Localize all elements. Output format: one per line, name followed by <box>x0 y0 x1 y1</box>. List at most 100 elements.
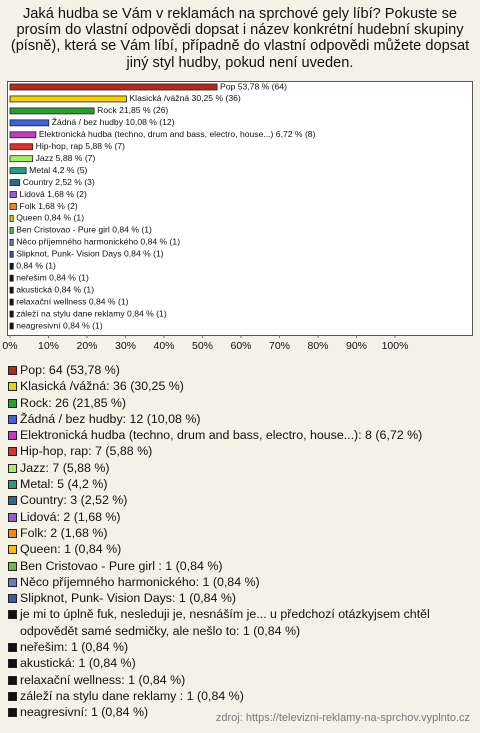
bar-label: akustická 0,84 % (1) <box>16 284 94 294</box>
bar <box>9 310 14 318</box>
legend-item: je mi to úplně fuk, nesleduji je, nesnáš… <box>8 606 472 639</box>
bar <box>9 226 14 234</box>
bar <box>9 107 95 115</box>
bar <box>9 191 17 198</box>
legend-item: Klasická /vážná: 36 (30,25 %) <box>8 378 472 394</box>
legend-label: neagresivní: 1 (0,84 %) <box>20 705 149 720</box>
legend-label: je mi to úplně fuk, nesleduji je, nesnáš… <box>20 607 430 638</box>
bar <box>9 143 34 151</box>
legend-item: Něco příjemného harmonického: 1 (0,84 %) <box>8 574 472 590</box>
legend-item: záleží na stylu dane reklamy : 1 (0,84 %… <box>8 688 472 704</box>
legend-swatch <box>8 610 17 620</box>
bar-label: Elektronická hudba (techno, drum and bas… <box>39 129 316 139</box>
legend-label: neřešim: 1 (0,84 %) <box>20 640 129 655</box>
legend-label: akustická: 1 (0,84 %) <box>20 656 136 671</box>
bar-label: 0,84 % (1) <box>16 261 56 271</box>
legend-label: Jazz: 7 (5,88 %) <box>20 460 110 475</box>
bar <box>9 179 21 187</box>
bar-label: záleží na stylu dane reklamy 0,84 % (1) <box>16 308 167 318</box>
legend-item: Žádná / bez hudby: 12 (10,08 %) <box>8 411 472 427</box>
legend-label: Rock: 26 (21,85 %) <box>20 395 127 410</box>
legend-swatch <box>8 414 17 424</box>
legend-item: akustická: 1 (0,84 %) <box>8 655 472 671</box>
bar-label: Jazz 5,88 % (7) <box>36 153 96 163</box>
legend-item: Lidová: 2 (1,68 %) <box>8 509 472 525</box>
x-tick-label: 80% <box>307 340 328 352</box>
legend-swatch <box>8 447 17 457</box>
source: zdroj: https://televizni-reklamy-na-sprc… <box>215 712 470 724</box>
legend-swatch <box>8 431 17 441</box>
legend-label: Ben Cristovao - Pure girl : 1 (0,84 %) <box>20 558 223 573</box>
chart: 0% 10% 20% 30% 40% 50% 60% 70% 80% 90% 100% Pop 53,… <box>2 81 473 352</box>
legend-label: Metal: 5 (4,2 %) <box>20 477 108 492</box>
legend-label: Queen: 1 (0,84 %) <box>20 542 122 557</box>
bar-label: Queen 0,84 % (1) <box>16 213 84 223</box>
bar-label: Klasická /vážná 30,25 % (36) <box>129 93 240 103</box>
x-tick-label: 90% <box>346 340 367 352</box>
legend-item: relaxační wellness: 1 (0,84 %) <box>8 672 472 688</box>
legend-swatch <box>8 708 17 718</box>
legend-swatch <box>8 528 17 538</box>
bar-label: neřešim 0,84 % (1) <box>16 272 89 282</box>
legend-swatch <box>8 480 17 490</box>
legend-swatch <box>8 545 17 555</box>
legend-swatch <box>8 594 17 604</box>
bar <box>9 238 14 246</box>
legend-swatch <box>8 643 17 653</box>
legend-item: Slipknot, Punk- Vision Days: 1 (0,84 %) <box>8 590 472 606</box>
legend-swatch <box>8 398 17 408</box>
legend-label: Žádná / bez hudby: 12 (10,08 %) <box>20 411 201 426</box>
legend-label: Slipknot, Punk- Vision Days: 1 (0,84 %) <box>20 591 237 606</box>
bar-label: Country 2,52 % (3) <box>23 177 95 187</box>
legend: Pop: 64 (53,78 %) Klasická /vážná: 36 (30… <box>8 362 472 721</box>
legend-swatch <box>8 382 17 392</box>
legend-item: neřešim: 1 (0,84 %) <box>8 639 472 655</box>
legend-item: Country: 3 (2,52 %) <box>8 492 472 508</box>
legend-swatch <box>8 675 17 685</box>
bar-label: Ben Cristovao - Pure girl 0,84 % (1) <box>16 225 152 235</box>
x-tick-label: 70% <box>269 340 290 352</box>
bar-label: Slipknot, Punk- Vision Days 0,84 % (1) <box>16 249 164 259</box>
bar <box>9 286 14 294</box>
bar-label: Hip-hop, rap 5,88 % (7) <box>36 141 125 151</box>
x-tick-label: 60% <box>230 340 251 352</box>
bar <box>9 119 50 127</box>
legend-label: Klasická /vážná: 36 (30,25 %) <box>20 379 184 394</box>
legend-item: Ben Cristovao - Pure girl : 1 (0,84 %) <box>8 558 472 574</box>
x-tick-label: 20% <box>76 340 97 352</box>
legend-item: Queen: 1 (0,84 %) <box>8 541 472 557</box>
legend-label: Elektronická hudba (techno, drum and bas… <box>20 428 423 443</box>
bar <box>9 203 17 210</box>
legend-item: Pop: 64 (53,78 %) <box>8 362 472 378</box>
legend-label: relaxační wellness: 1 (0,84 %) <box>20 672 186 687</box>
legend-label: Country: 3 (2,52 %) <box>20 493 128 508</box>
legend-swatch <box>8 463 17 473</box>
bar <box>9 298 14 306</box>
legend-item: Jazz: 7 (5,88 %) <box>8 460 472 476</box>
bar <box>9 250 14 258</box>
legend-item: Folk: 2 (1,68 %) <box>8 525 472 541</box>
bar <box>9 167 27 175</box>
bar-label: Pop 53,78 % (64) <box>220 81 287 91</box>
bar <box>9 83 218 91</box>
legend-label: Pop: 64 (53,78 %) <box>20 363 120 377</box>
legend-swatch <box>8 691 17 701</box>
bar-label: Rock 21,85 % (26) <box>97 105 168 115</box>
bar-label: Metal 4,2 % (5) <box>29 165 87 175</box>
legend-swatch <box>8 659 17 669</box>
bar-label: Lidová 1,68 % (2) <box>19 189 86 199</box>
legend-label: Folk: 2 (1,68 %) <box>20 525 108 540</box>
legend-item: neagresivní: 1 (0,84 %) <box>8 704 472 720</box>
legend-item: Hip-hop, rap: 7 (5,88 %) <box>8 443 472 459</box>
legend-item: Elektronická hudba (techno, drum and bas… <box>8 427 472 443</box>
legend-swatch <box>8 366 17 375</box>
legend-item: Rock: 26 (21,85 %) <box>8 395 472 411</box>
x-tick-label: 30% <box>115 340 136 352</box>
bar <box>9 274 14 282</box>
legend-swatch <box>8 512 17 522</box>
plot-frame <box>7 81 473 336</box>
x-tick-label: 40% <box>153 340 174 352</box>
legend-label: Hip-hop, rap: 7 (5,88 %) <box>20 444 153 459</box>
bar-label: Žádná / bez hudby 10,08 % (12) <box>52 117 175 127</box>
